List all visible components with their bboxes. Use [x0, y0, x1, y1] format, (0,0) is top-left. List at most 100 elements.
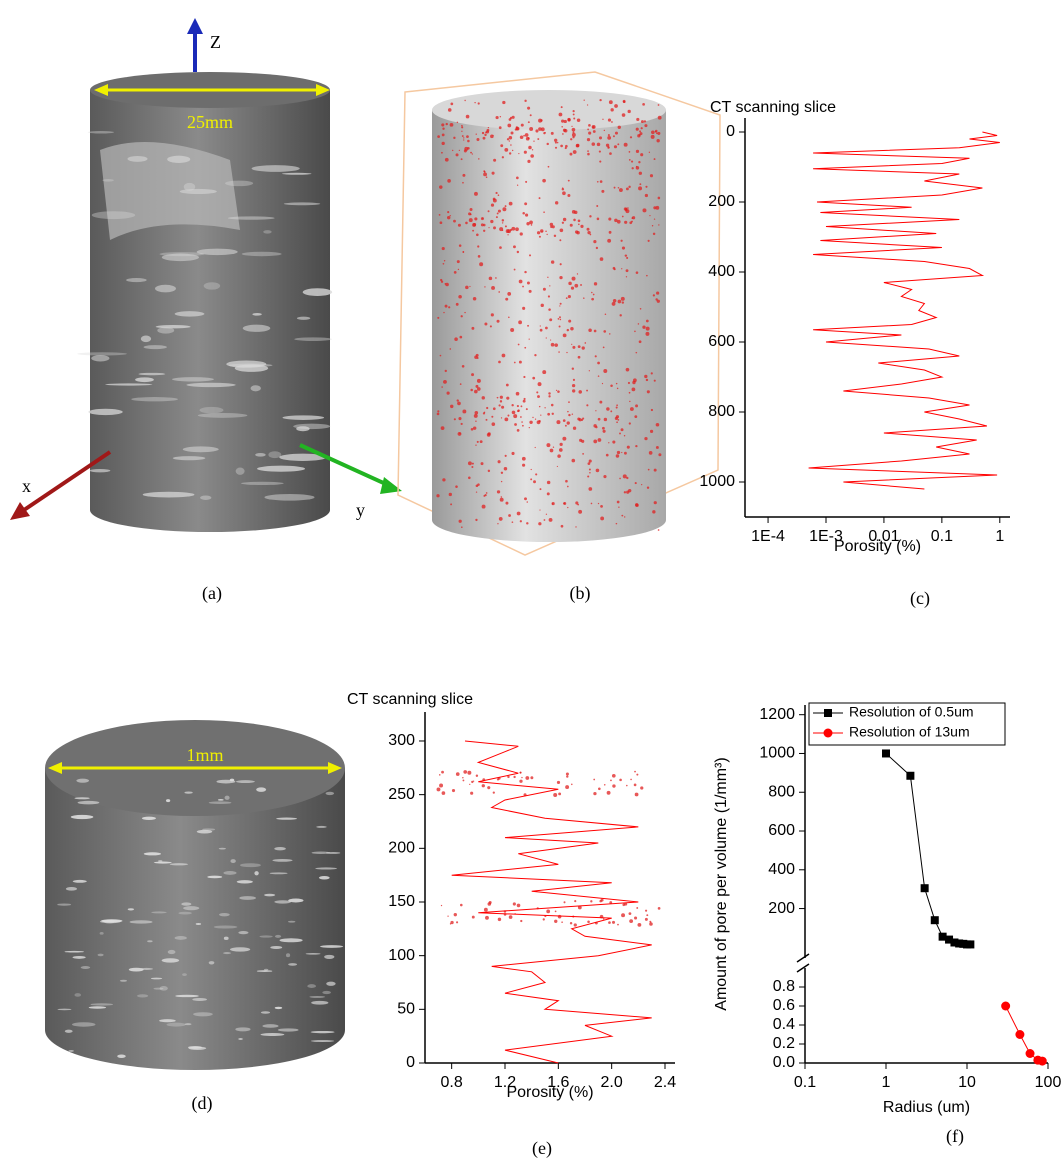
pore-dot: [461, 364, 465, 368]
texture-streak: [288, 963, 298, 966]
pore-dot: [491, 171, 495, 175]
y-tick-label: 150: [388, 893, 415, 910]
y-tick-label: 1200: [759, 706, 795, 723]
sample-image-d: [45, 720, 345, 1070]
texture-streak: [74, 993, 81, 997]
pore-dot: [608, 442, 610, 444]
pore-dot: [565, 772, 569, 776]
pore-dot: [554, 138, 558, 142]
pore-dot: [533, 140, 535, 142]
pore-dot: [577, 219, 581, 223]
pore-dot: [588, 124, 591, 127]
texture-streak: [117, 1054, 126, 1058]
pore-dot: [621, 514, 624, 517]
x-axis-label: Porosity (%): [834, 538, 921, 555]
pore-dot: [441, 141, 445, 146]
pore-dot: [607, 136, 612, 140]
pore-dot: [443, 260, 446, 262]
pore-dot: [637, 922, 642, 927]
pore-dot: [635, 404, 639, 408]
x-tick-label: 0.8: [441, 1074, 463, 1091]
pore-dot: [490, 219, 494, 224]
pore-dot: [483, 229, 486, 232]
texture-streak: [310, 1030, 335, 1034]
pore-dot: [620, 296, 625, 301]
pore-dot: [558, 316, 561, 319]
texture-streak: [70, 814, 94, 820]
pore-dot: [504, 147, 509, 152]
pore-dot: [550, 342, 555, 347]
pore-dot: [507, 292, 512, 296]
texture-streak: [99, 932, 104, 935]
pore-dot: [575, 501, 579, 505]
pore-dot: [546, 443, 551, 448]
pore-dot: [564, 424, 567, 427]
pore-dot: [626, 784, 628, 787]
pore-dot: [519, 771, 522, 774]
pore-dot: [572, 426, 577, 430]
pore-dot: [472, 296, 477, 301]
pore-dot: [648, 451, 653, 455]
pore-dot: [523, 375, 526, 379]
x-tick-label: 1.2: [494, 1074, 516, 1091]
pore-dot: [478, 158, 480, 160]
pore-dot: [640, 127, 643, 130]
pore-dot: [618, 506, 620, 508]
x-axis-label: Porosity (%): [506, 1084, 593, 1101]
pore-dot: [504, 225, 507, 228]
pore-dot: [495, 216, 498, 219]
pore-dot: [586, 138, 591, 142]
pore-dot: [492, 407, 496, 411]
pore-dot: [450, 503, 453, 506]
pore-dot: [622, 903, 626, 907]
pore-dot: [464, 99, 466, 102]
pore-dot: [601, 426, 605, 430]
pore-dot: [596, 217, 600, 221]
pore-dot: [552, 446, 555, 448]
pore-dot: [440, 426, 445, 431]
texture-streak: [326, 981, 336, 986]
y-tick-label: 1000: [699, 473, 735, 490]
pore-dot: [573, 117, 576, 120]
pore-dot: [566, 351, 568, 354]
pore-dot: [571, 127, 576, 132]
pore-dot: [520, 123, 524, 127]
pore-dot: [471, 462, 474, 465]
pore-dot: [477, 102, 480, 105]
texture-streak: [207, 875, 223, 879]
pore-dot: [611, 301, 616, 306]
texture-streak: [325, 791, 335, 796]
pore-dot: [507, 414, 510, 417]
data-point: [930, 916, 939, 925]
pore-dot: [480, 223, 484, 227]
pore-dot: [598, 150, 601, 153]
pore-dot: [483, 172, 488, 177]
pore-dot: [599, 180, 603, 183]
pore-dot: [639, 183, 642, 186]
y-tick-label: 0.6: [773, 997, 795, 1014]
pore-dot: [522, 212, 525, 215]
pore-dot: [545, 513, 548, 515]
pore-dot: [597, 361, 600, 365]
pore-dot: [487, 469, 491, 473]
pore-dot: [616, 450, 621, 455]
pore-dot: [650, 408, 654, 412]
pore-dot: [504, 454, 507, 457]
axis-label: x: [22, 476, 31, 496]
pore-dot: [538, 405, 541, 408]
texture-streak: [262, 1024, 279, 1028]
pore-dot: [460, 422, 463, 426]
x-tick-label: 10: [958, 1074, 976, 1091]
pore-dot: [638, 186, 643, 191]
pore-dot: [559, 275, 563, 280]
arrow-head: [48, 762, 62, 774]
texture-streak: [224, 795, 230, 800]
pore-dot: [525, 136, 530, 141]
pore-dot: [600, 898, 604, 902]
pore-dot: [645, 326, 650, 331]
texture-streak: [88, 408, 123, 416]
pore-dot: [498, 404, 501, 407]
pore-dot: [461, 130, 463, 132]
pore-dot: [458, 149, 461, 152]
pore-dot: [554, 343, 559, 347]
